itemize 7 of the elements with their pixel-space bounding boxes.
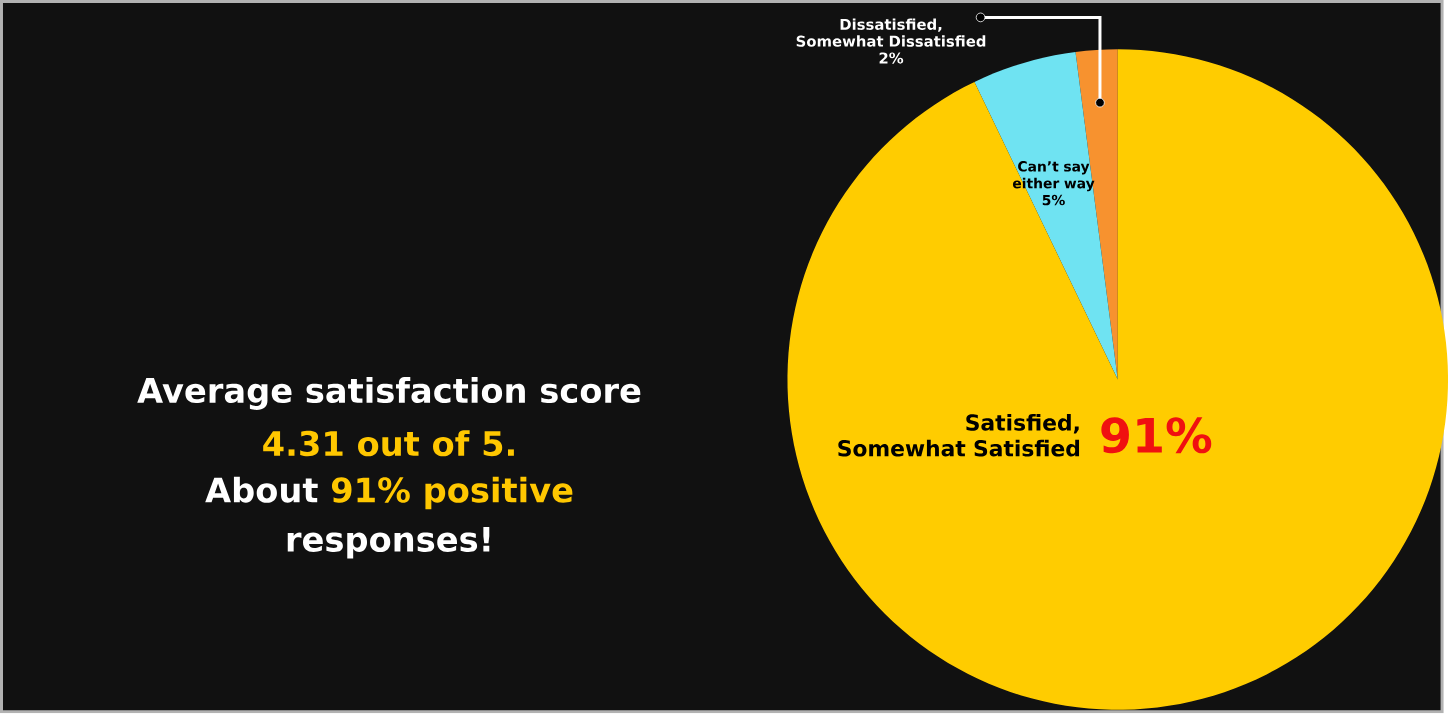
- slice-label: Satisfied, Somewhat Satisfied: [838, 414, 1080, 457]
- text: 91% positive: [331, 476, 573, 510]
- text: responses!: [287, 527, 490, 559]
- text: About: [205, 476, 318, 504]
- text: Average satisfaction score: [137, 377, 641, 411]
- text: 4.31 out of 5.: [263, 430, 514, 457]
- data-label: 91%: [1101, 417, 1212, 454]
